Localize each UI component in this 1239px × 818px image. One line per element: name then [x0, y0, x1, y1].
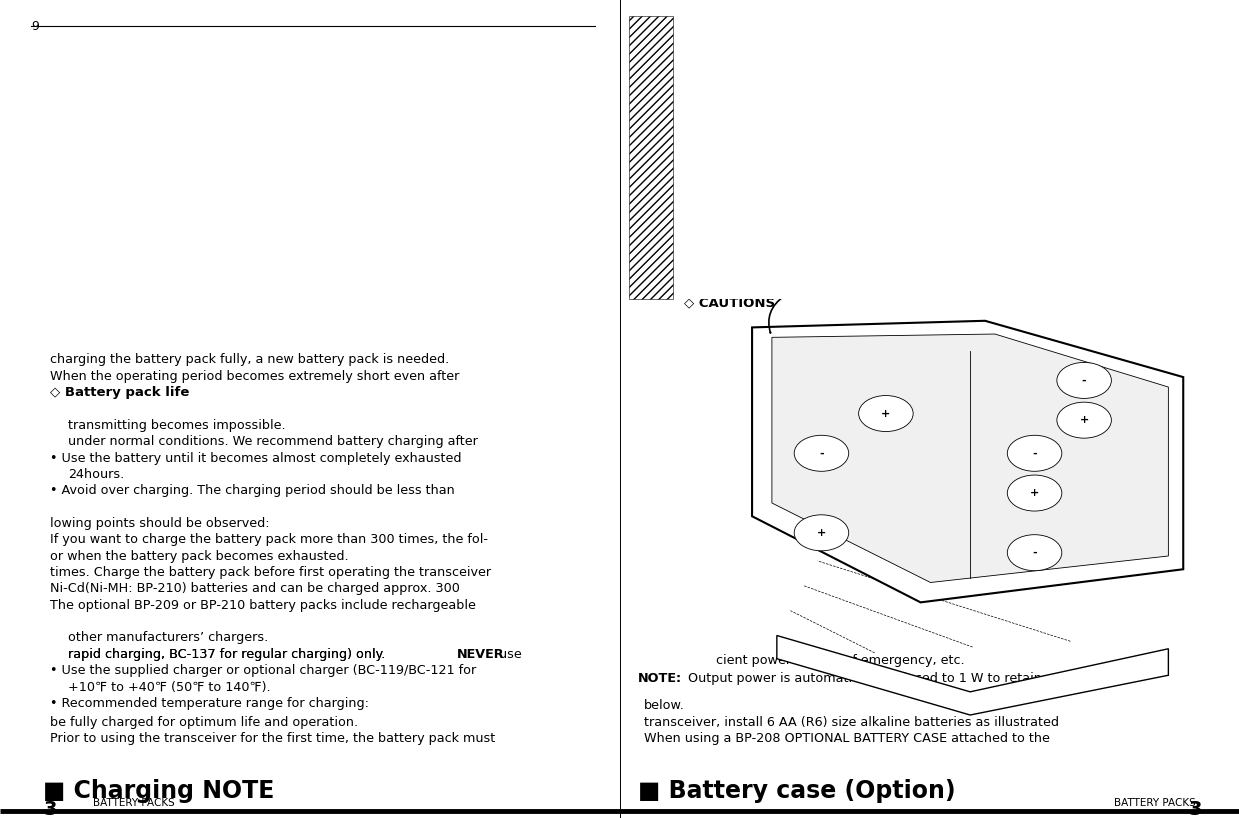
Text: • Use: • Use	[684, 278, 724, 291]
Text: charging the battery pack fully, a new battery pack is needed.: charging the battery pack fully, a new b…	[50, 353, 449, 366]
Text: transceiver. If ignored.: transceiver. If ignored.	[684, 202, 836, 215]
Text: Output power is automatically reduced to 1 W to retains suffi-: Output power is automatically reduced to…	[688, 672, 1084, 685]
Text: ◇ Battery pack life: ◇ Battery pack life	[50, 386, 188, 399]
Circle shape	[1057, 362, 1111, 398]
Text: all battery cells are the same brand, type and ca-: all battery cells are the same brand, ty…	[768, 263, 1089, 276]
Text: ■ Battery case (Option): ■ Battery case (Option)	[638, 779, 955, 802]
Text: rapid charging, BC-137 for regular charging) only.: rapid charging, BC-137 for regular charg…	[68, 648, 385, 661]
Text: or when the battery pack becomes exhausted.: or when the battery pack becomes exhaust…	[50, 550, 348, 563]
Text: NEVER: NEVER	[457, 648, 504, 661]
Text: Make sure: Make sure	[699, 263, 773, 276]
Text: Ni-Cd(Ni-MH: BP-210) batteries and can be charged approx. 300: Ni-Cd(Ni-MH: BP-210) batteries and can b…	[50, 582, 460, 596]
Text: ◇ CAUTIONS: ◇ CAUTIONS	[684, 296, 776, 309]
Text: 3: 3	[1188, 800, 1202, 818]
Text: ■ Charging NOTE: ■ Charging NOTE	[43, 779, 275, 802]
Text: 24hours.: 24hours.	[68, 468, 124, 481]
Text: Never: Never	[699, 231, 742, 245]
Text: may cause them to rupture.: may cause them to rupture.	[684, 173, 871, 186]
Circle shape	[797, 235, 846, 267]
Circle shape	[1007, 475, 1062, 511]
Circle shape	[1007, 535, 1062, 571]
Text: • Use the battery until it becomes almost completely exhausted: • Use the battery until it becomes almos…	[50, 452, 461, 465]
Text: +: +	[817, 528, 826, 537]
Text: other manufacturers’ chargers.: other manufacturers’ chargers.	[68, 631, 269, 645]
Circle shape	[794, 435, 849, 471]
Text: •: •	[684, 157, 695, 170]
FancyArrowPatch shape	[769, 296, 784, 333]
Bar	[629, 16, 1237, 299]
Circle shape	[1007, 435, 1062, 471]
Text: BATTERY PACKS: BATTERY PACKS	[1114, 798, 1196, 807]
Text: 10: 10	[1192, 20, 1208, 34]
Text: • Avoid over charging. The charging period should be less than: • Avoid over charging. The charging peri…	[50, 484, 455, 497]
Text: 3: 3	[43, 800, 57, 818]
Text: +: +	[1079, 416, 1089, 425]
Text: -: -	[1082, 375, 1087, 385]
Text: 9: 9	[31, 20, 38, 34]
Text: •: •	[684, 263, 695, 276]
Text: •: •	[684, 231, 695, 245]
Text: use: use	[494, 648, 522, 661]
Text: +: +	[881, 408, 891, 419]
Text: lowing points should be observed:: lowing points should be observed:	[50, 517, 269, 530]
Text: Prior to using the transceiver for the first time, the battery pack must: Prior to using the transceiver for the f…	[50, 732, 494, 745]
Text: If you want to charge the battery pack more than 300 times, the fol-: If you want to charge the battery pack m…	[50, 533, 488, 546]
Text: NOTE:: NOTE:	[638, 672, 683, 685]
Polygon shape	[752, 321, 1183, 602]
Text: Never: Never	[699, 188, 742, 201]
Text: +: +	[724, 259, 731, 269]
Circle shape	[1057, 402, 1111, 438]
Text: expose a detached battery case to water.: expose a detached battery case to water.	[737, 157, 1007, 170]
Text: transceiver, install 6 AA (R6) size alkaline batteries as illustrated: transceiver, install 6 AA (R6) size alka…	[644, 716, 1059, 729]
Text: -: -	[819, 448, 824, 458]
Text: batteries only.: batteries only.	[790, 278, 886, 291]
Text: −: −	[818, 246, 825, 256]
Bar	[629, 16, 673, 299]
Text: When using a BP-208 OPTIONAL BATTERY CASE attached to the: When using a BP-208 OPTIONAL BATTERY CAS…	[644, 732, 1051, 745]
Text: transmitting becomes impossible.: transmitting becomes impossible.	[68, 419, 286, 432]
Text: •: •	[684, 188, 695, 201]
Polygon shape	[703, 238, 851, 285]
Circle shape	[794, 515, 849, 551]
Text: The optional BP-209 or BP-210 battery packs include rechargeable: The optional BP-209 or BP-210 battery pa…	[50, 599, 476, 612]
Text: times. Charge the battery pack before first operating the transceiver: times. Charge the battery pack before fi…	[50, 566, 491, 579]
Text: rapid charging, BC-137 for regular charging) only.: rapid charging, BC-137 for regular charg…	[68, 648, 389, 661]
Polygon shape	[772, 334, 1168, 582]
Text: mix old and new batteries.: mix old and new batteries.	[737, 231, 912, 245]
Text: under normal conditions. We recommend battery charging after: under normal conditions. We recommend ba…	[68, 435, 478, 448]
Text: ALKALINE: ALKALINE	[730, 278, 799, 291]
Text: +: +	[1030, 488, 1040, 498]
Text: -: -	[1032, 448, 1037, 458]
Text: below.: below.	[644, 699, 685, 712]
Circle shape	[703, 248, 752, 281]
Text: cient power in case of emergency, etc.: cient power in case of emergency, etc.	[688, 654, 964, 667]
Text: If the battery case gets wet, be sure to wipe it dry before using.: If the battery case gets wet, be sure to…	[684, 142, 1100, 155]
Text: be fully charged for optimum life and operation.: be fully charged for optimum life and op…	[50, 716, 358, 729]
Text: • Use the supplied charger or optional charger (BC-119/BC-121 for: • Use the supplied charger or optional c…	[50, 664, 476, 677]
Text: When the operating period becomes extremely short even after: When the operating period becomes extrem…	[50, 370, 458, 383]
Text: -: -	[1032, 548, 1037, 558]
Text: • Recommended temperature range for charging:: • Recommended temperature range for char…	[50, 697, 368, 710]
Text: incinerate used battery cells since internal battery gas: incinerate used battery cells since inte…	[737, 188, 1092, 201]
Text: Either of the above may cause a fire hazard or damage the: Either of the above may cause a fire haz…	[684, 216, 1070, 229]
Circle shape	[859, 396, 913, 432]
Text: Never: Never	[699, 157, 742, 170]
Text: +10℉ to +40℉ (50℉ to 140℉).: +10℉ to +40℉ (50℉ to 140℉).	[68, 681, 271, 694]
Text: BATTERY PACKS: BATTERY PACKS	[93, 798, 175, 807]
Polygon shape	[777, 636, 1168, 715]
Text: pacity.: pacity.	[684, 247, 733, 260]
